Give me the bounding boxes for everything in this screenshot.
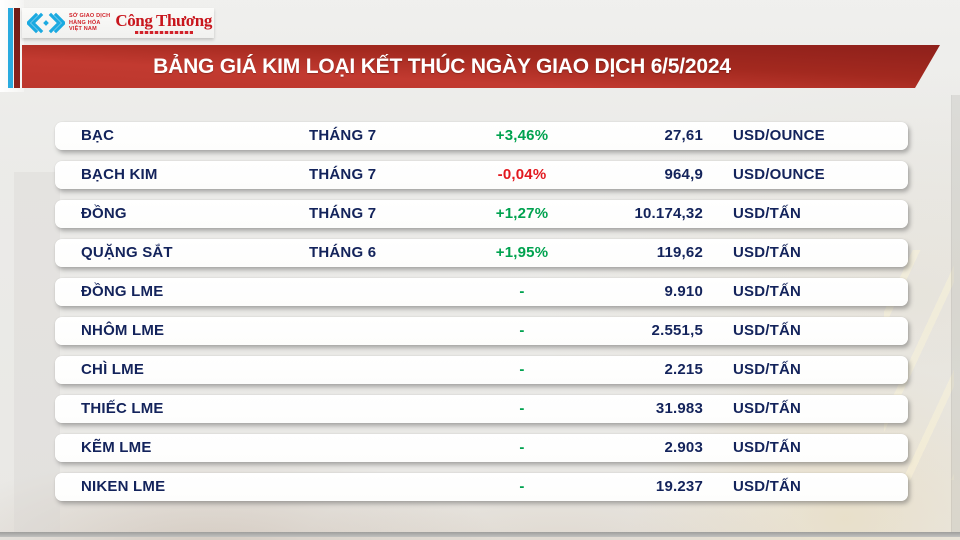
price-table: BẠC THÁNG 7 +3,46% 27,61 USD/OUNCE BẠCH KIM TH… [55,122,908,512]
mxv-exchange-logo-icon [27,12,65,34]
price-cell: 27,61 [664,127,703,144]
commodity-cell: CHÌ LME [81,361,145,378]
table-row: ĐỒNG THÁNG 7 +1,27% 10.174,32 USD/TẤN [55,200,908,228]
commodity-cell: BẠC [81,127,115,144]
month-cell: THÁNG 7 [309,127,377,144]
price-cell: 9.910 [664,283,703,300]
commodity-cell: ĐỒNG [81,205,127,222]
change-cell: +3,46% [495,127,549,144]
change-cell: - [519,400,525,417]
background-right-edge [952,95,960,533]
unit-cell: USD/TẤN [733,205,802,222]
commodity-cell: BẠCH KIM [81,166,158,183]
publication-tagline-bar [134,31,193,34]
exchange-name-line: HÀNG HÓA [69,19,101,26]
change-cell: +1,27% [495,205,549,222]
price-cell: 31.983 [655,400,703,417]
price-cell: 2.551,5 [651,322,703,339]
month-cell: THÁNG 6 [309,244,377,261]
commodity-cell: QUẶNG SẮT [81,244,173,261]
publication-name: Công Thương [115,11,212,30]
table-row: BẠCH KIM THÁNG 7 -0,04% 964,9 USD/OUNCE [55,161,908,189]
commodity-cell: KẼM LME [81,439,152,456]
price-cell: 2.903 [664,439,703,456]
change-cell: +1,95% [495,244,549,261]
table-row: ĐỒNG LME - 9.910 USD/TẤN [55,278,908,306]
cyan-stripe [8,8,13,88]
commodity-cell: NIKEN LME [81,478,166,495]
table-row: CHÌ LME - 2.215 USD/TẤN [55,356,908,384]
commodity-cell: NHÔM LME [81,322,165,339]
month-cell: THÁNG 7 [309,205,377,222]
table-row: QUẶNG SẮT THÁNG 6 +1,95% 119,62 USD/TẤN [55,239,908,267]
unit-cell: USD/TẤN [733,283,802,300]
price-cell: 19.237 [655,478,703,495]
unit-cell: USD/TẤN [733,439,802,456]
price-cell: 964,9 [664,166,703,183]
header-accent-stripes [8,8,20,88]
change-cell: - [519,478,525,495]
background-right-line [951,95,952,533]
title-banner: BẢNG GIÁ KIM LOẠI KẾT THÚC NGÀY GIAO DỊC… [22,45,940,88]
logo-strip: SỞ GIAO DỊCH HÀNG HÓA VIỆT NAM Công Thươ… [22,8,214,38]
change-cell: -0,04% [497,166,547,183]
change-cell: - [519,322,525,339]
unit-cell: USD/TẤN [733,400,802,417]
price-cell: 10.174,32 [634,205,703,222]
month-cell: THÁNG 7 [309,166,377,183]
background-photo-detail [14,172,60,533]
table-row: NIKEN LME - 19.237 USD/TẤN [55,473,908,501]
commodity-cell: THIẾC LME [81,400,164,417]
background-bottom-strip [0,532,960,537]
table-row: THIẾC LME - 31.983 USD/TẤN [55,395,908,423]
change-cell: - [519,283,525,300]
page-title: BẢNG GIÁ KIM LOẠI KẾT THÚC NGÀY GIAO DỊC… [153,54,731,78]
change-cell: - [519,439,525,456]
change-cell: - [519,361,525,378]
price-cell: 2.215 [664,361,703,378]
table-row: KẼM LME - 2.903 USD/TẤN [55,434,908,462]
publication-logo: Công Thương [115,12,212,34]
unit-cell: USD/TẤN [733,361,802,378]
stripe-gap [13,8,14,88]
unit-cell: USD/OUNCE [733,166,825,183]
unit-cell: USD/TẤN [733,322,802,339]
exchange-name: SỞ GIAO DỊCH HÀNG HÓA VIỆT NAM [69,13,110,33]
unit-cell: USD/OUNCE [733,127,825,144]
table-row: NHÔM LME - 2.551,5 USD/TẤN [55,317,908,345]
unit-cell: USD/TẤN [733,478,802,495]
unit-cell: USD/TẤN [733,244,802,261]
commodity-cell: ĐỒNG LME [81,283,164,300]
price-cell: 119,62 [656,244,703,261]
table-row: BẠC THÁNG 7 +3,46% 27,61 USD/OUNCE [55,122,908,150]
exchange-name-line: VIỆT NAM [69,26,97,33]
maroon-stripe [14,8,20,88]
exchange-name-line: SỞ GIAO DỊCH [69,13,111,20]
